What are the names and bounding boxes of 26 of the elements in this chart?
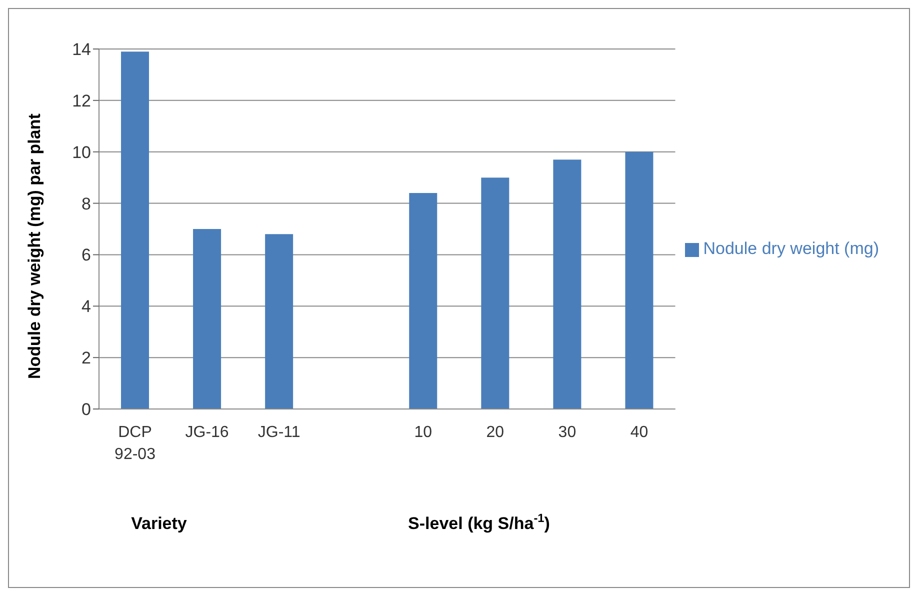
x-tick-label: 10	[414, 424, 432, 441]
y-tick-label: 6	[82, 246, 91, 265]
y-tick-label: 14	[72, 40, 91, 60]
y-tick-label: 2	[82, 348, 91, 368]
text: Variety	[131, 514, 188, 533]
y-axis-title: Nodule dry weight (mg) par plant	[25, 113, 44, 379]
bar	[409, 193, 438, 409]
y-tick-label: 12	[72, 91, 91, 110]
bar	[481, 178, 510, 409]
x-tick-label: 40	[630, 424, 648, 441]
text: S-level (kg S/ha$^{-1}$)	[408, 511, 550, 533]
bar	[121, 52, 149, 409]
legend-label: Nodule dry weight (mg)	[703, 239, 879, 258]
x-tick-label: DCP 92-03	[114, 424, 156, 463]
x-tick-label: JG-16	[185, 424, 229, 441]
y-tick-label: 10	[72, 142, 91, 162]
y-tick-label: 8	[82, 194, 91, 214]
bar	[193, 229, 222, 409]
y-tick-label: 0	[82, 400, 91, 420]
y-tick-label: 4	[82, 297, 91, 316]
bar	[625, 152, 654, 409]
bar	[265, 234, 294, 409]
x-tick-label: 20	[486, 424, 504, 441]
bar	[553, 160, 582, 409]
x-tick-label: 30	[558, 424, 576, 441]
x-tick-label: JG-11	[258, 424, 300, 441]
